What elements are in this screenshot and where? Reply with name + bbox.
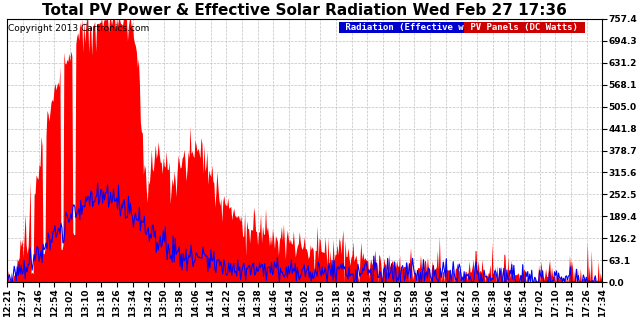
Title: Total PV Power & Effective Solar Radiation Wed Feb 27 17:36: Total PV Power & Effective Solar Radiati… [42,3,567,18]
Text: PV Panels (DC Watts): PV Panels (DC Watts) [465,23,584,32]
Text: Copyright 2013 Cartronics.com: Copyright 2013 Cartronics.com [8,24,150,33]
Text: Radiation (Effective w/m2): Radiation (Effective w/m2) [340,23,491,32]
